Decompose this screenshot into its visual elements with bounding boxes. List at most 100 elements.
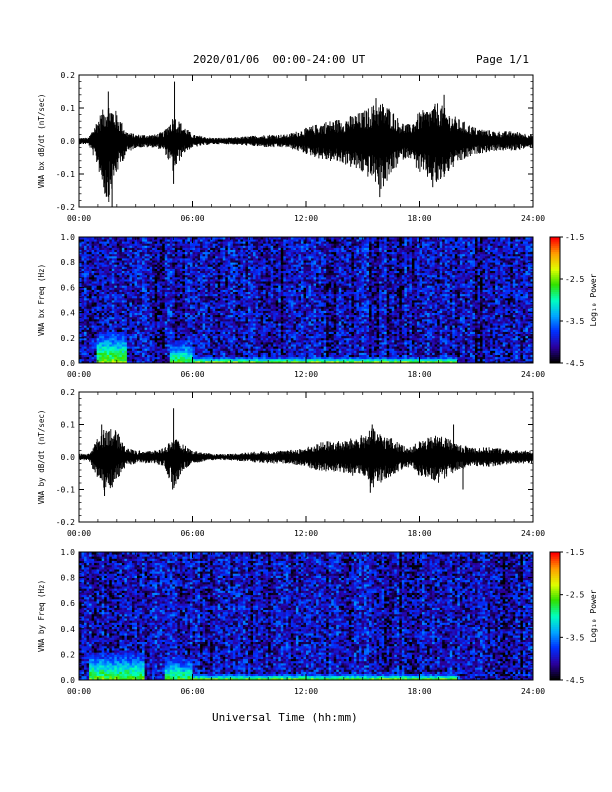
spectrogram-cell <box>169 331 173 334</box>
spectrogram-cell <box>84 325 87 328</box>
spectrogram-cell <box>205 247 209 250</box>
spectrogram-cell <box>116 293 120 297</box>
spectrogram-cell <box>162 281 166 284</box>
spectrogram-cell <box>111 316 115 320</box>
spectrogram-cell <box>250 260 254 263</box>
spectrogram-cell <box>195 312 198 316</box>
spectrogram-cell <box>174 295 178 299</box>
spectrogram-cell <box>222 308 226 311</box>
spectrogram-cell <box>126 272 130 276</box>
spectrogram-cell <box>195 360 198 364</box>
spectrogram-cell <box>200 266 203 269</box>
spectrogram-cell <box>137 318 140 322</box>
spectrogram-cell <box>217 241 221 244</box>
spectrogram-cell <box>177 279 181 282</box>
spectrogram-cell <box>91 239 95 242</box>
spectrogram-cell <box>99 243 103 246</box>
spectrogram-cell <box>258 312 261 316</box>
spectrogram-cell <box>235 339 239 343</box>
spectrogram-cell <box>91 268 95 271</box>
spectrogram-cell <box>232 352 236 355</box>
spectrogram-cell <box>222 262 226 265</box>
spectrogram-cell <box>222 237 226 240</box>
spectrogram-cell <box>96 247 100 250</box>
spectrogram-cell <box>91 241 95 244</box>
spectrogram-cell <box>177 335 181 339</box>
spectrogram-cell <box>144 339 148 343</box>
spectrogram-cell <box>121 253 125 257</box>
spectrogram-cell <box>119 283 123 286</box>
spectrogram-cell <box>169 318 173 322</box>
spectrogram-cell <box>104 356 108 360</box>
spectrogram-cell <box>237 314 241 318</box>
spectrogram-cell <box>207 293 211 297</box>
spectrogram-cell <box>152 333 156 337</box>
spectrogram-cell <box>119 243 123 246</box>
spectrogram-cell <box>91 360 95 364</box>
spectrogram-cell <box>189 297 193 301</box>
spectrogram-cell <box>89 285 93 288</box>
spectrogram-cell <box>162 304 166 307</box>
spectrogram-cell <box>260 344 264 347</box>
spectrogram-cell <box>142 306 145 309</box>
spectrogram-cell <box>217 312 221 316</box>
spectrogram-cell <box>142 255 145 259</box>
spectrogram-cell <box>116 272 120 276</box>
spectrogram-cell <box>84 335 87 339</box>
spectrogram-cell <box>139 350 143 353</box>
spectrogram-cell <box>129 276 133 280</box>
spectrogram-cell <box>202 262 206 265</box>
spectrogram-cell <box>131 297 135 301</box>
spectrogram-cell <box>192 289 196 292</box>
spectrogram-cell <box>253 258 256 261</box>
spectrogram-cell <box>101 354 105 358</box>
spectrogram-cell <box>159 346 163 349</box>
spectrogram-cell <box>253 346 256 349</box>
spectrogram-cell <box>247 318 251 322</box>
spectrogram-cell <box>154 243 158 246</box>
spectrogram-cell <box>109 346 113 349</box>
spectrogram-cell <box>86 247 90 250</box>
spectrogram-cell <box>104 289 108 292</box>
spectrogram-cell <box>86 241 90 244</box>
spectrogram-cell <box>147 274 151 278</box>
spectrogram-cell <box>215 306 219 309</box>
spectrogram-cell <box>202 356 206 360</box>
spectrogram-cell <box>237 266 241 269</box>
spectrogram-cell <box>167 291 171 295</box>
spectrogram-cell <box>94 268 98 271</box>
spectrogram-cell <box>114 346 118 349</box>
spectrogram-cell <box>81 325 85 328</box>
spectrogram-cell <box>111 266 115 269</box>
spectrogram-cell <box>134 279 138 282</box>
spectrogram-cell <box>225 283 229 286</box>
spectrogram-cell <box>230 318 234 322</box>
spectrogram-cell <box>260 308 264 311</box>
spectrogram-cell <box>245 344 249 347</box>
spectrogram-cell <box>169 360 173 364</box>
spectrogram-cell <box>235 237 239 240</box>
spectrogram-cell <box>232 264 236 267</box>
spectrogram-cell <box>182 350 186 353</box>
spectrogram-cell <box>253 339 256 343</box>
spectrogram-cell <box>126 321 130 324</box>
spectrogram-cell <box>222 283 226 286</box>
spectrogram-cell <box>235 308 239 311</box>
spectrogram-cell <box>187 354 191 358</box>
spectrogram-cell <box>134 270 138 274</box>
spectrogram-cell <box>195 239 198 242</box>
spectrogram-cell <box>200 316 203 320</box>
spectrogram-cell <box>109 272 113 276</box>
spectrogram-cell <box>184 297 188 301</box>
spectrogram-cell <box>195 346 198 349</box>
spectrogram-cell <box>220 356 224 360</box>
spectrogram-cell <box>149 253 153 257</box>
spectrogram-cell <box>154 344 158 347</box>
spectrogram-cell <box>152 243 156 246</box>
spectrogram-cell <box>79 268 82 271</box>
spectrogram-cell <box>253 281 256 284</box>
spectrogram-cell <box>187 300 191 303</box>
spectrogram-cell <box>124 356 128 360</box>
spectrogram-cell <box>172 337 176 341</box>
spectrogram-cell <box>174 337 178 341</box>
